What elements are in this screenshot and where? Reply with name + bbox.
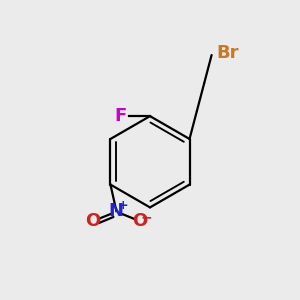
Text: +: + bbox=[118, 199, 128, 212]
Text: O: O bbox=[85, 212, 100, 230]
Text: O: O bbox=[132, 212, 148, 230]
Text: F: F bbox=[114, 107, 126, 125]
Text: N: N bbox=[109, 202, 124, 220]
Text: Br: Br bbox=[216, 44, 239, 62]
Text: −: − bbox=[141, 210, 152, 224]
